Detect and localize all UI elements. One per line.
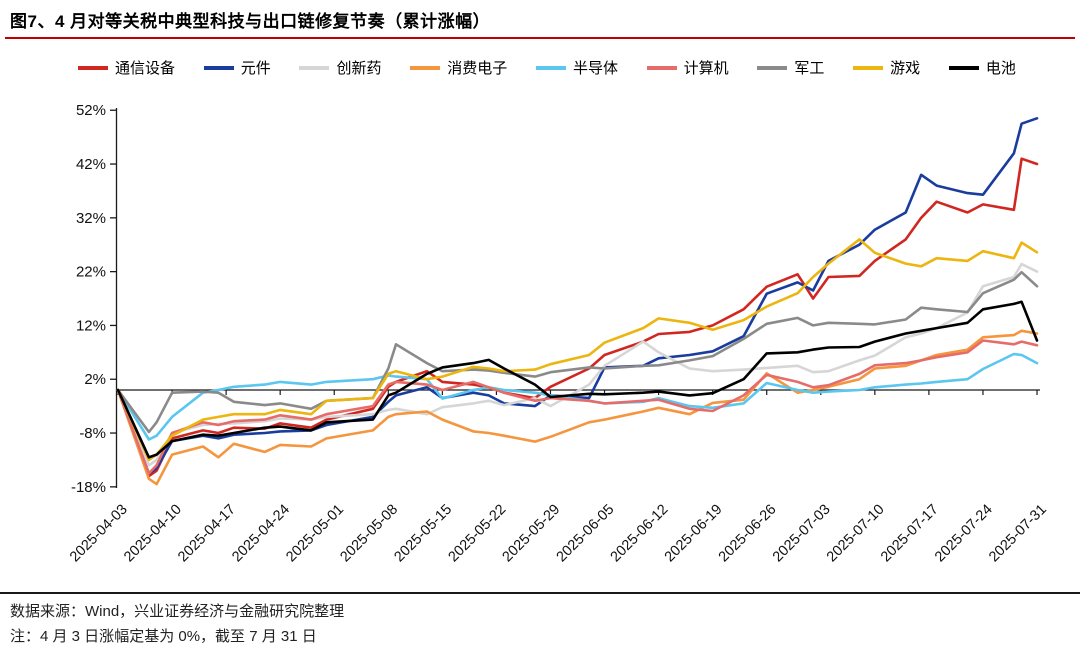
- legend-item-3: 消费电子: [410, 57, 507, 78]
- legend-swatch: [203, 65, 234, 70]
- legend-swatch: [78, 65, 108, 70]
- legend-label: 计算机: [683, 60, 729, 77]
- legend-swatch: [948, 65, 979, 70]
- x-tick-label: 2025-04-03: [67, 502, 131, 566]
- legend-swatch: [853, 65, 884, 70]
- legend-item-2: 创新药: [299, 57, 381, 78]
- x-tick-label: 2025-06-12: [608, 502, 672, 566]
- x-tick-label: 2025-05-08: [337, 502, 401, 566]
- y-tick-label: -8%: [79, 425, 106, 442]
- footer-divider: [0, 592, 1080, 594]
- x-tick-label: 2025-07-17: [878, 502, 942, 566]
- x-tick-label: 2025-04-10: [121, 502, 185, 566]
- x-tick-label: 2025-04-17: [175, 502, 239, 566]
- y-tick-label: -18%: [71, 479, 106, 496]
- x-tick-label: 2025-06-05: [554, 502, 618, 566]
- x-tick-label: 2025-06-19: [662, 502, 726, 566]
- legend-item-8: 电池: [948, 57, 1016, 78]
- series-line-4: [116, 352, 1039, 441]
- x-tick-label: 2025-06-26: [716, 502, 780, 566]
- x-tick-label: 2025-07-03: [770, 502, 834, 566]
- legend-item-1: 元件: [203, 57, 271, 78]
- x-tick-label: 2025-05-15: [391, 502, 455, 566]
- legend-label: 通信设备: [115, 60, 176, 77]
- plot-lines: [116, 117, 1039, 486]
- data-source-text: 数据来源：Wind，兴业证券经济与金融研究院整理: [10, 603, 345, 620]
- legend-swatch: [299, 65, 330, 70]
- y-tick-label: 52%: [76, 102, 106, 119]
- legend-label: 创新药: [336, 60, 382, 77]
- legend-label: 军工: [794, 60, 825, 77]
- series-line-7: [116, 238, 1039, 462]
- chart-legend: 通信设备 元件 创新药 消费电子 半导体 计算机 军工 游戏 电池: [78, 57, 1016, 78]
- legend-item-6: 军工: [757, 57, 824, 78]
- y-tick-label: 42%: [76, 156, 106, 173]
- x-tick-label: 2025-05-22: [445, 502, 509, 566]
- y-tick-label: 12%: [76, 317, 106, 334]
- x-tick-label: 2025-05-29: [500, 502, 564, 566]
- legend-swatch: [535, 65, 566, 70]
- legend-item-7: 游戏: [853, 57, 920, 78]
- legend-label: 电池: [985, 60, 1016, 77]
- series-line-5: [116, 339, 1039, 475]
- legend-label: 元件: [240, 60, 271, 77]
- series-line-6: [116, 270, 1039, 434]
- y-axis: 52% 42% 32% 22% 12% 2% -8% -18%: [71, 102, 118, 496]
- x-tick-label: 2025-07-10: [824, 502, 888, 566]
- title-underline: [5, 37, 1075, 39]
- x-tick-label: 2025-07-24: [932, 502, 996, 566]
- y-tick-label: 32%: [76, 210, 106, 227]
- legend-item-4: 半导体: [535, 57, 618, 78]
- y-tick-label: 2%: [84, 371, 106, 388]
- legend-item-0: 通信设备: [78, 57, 175, 78]
- footnote-text: 注：4 月 3 日涨幅定基为 0%，截至 7 月 31 日: [10, 628, 317, 645]
- legend-label: 消费电子: [447, 60, 508, 77]
- y-tick-label: 22%: [76, 264, 106, 281]
- legend-label: 半导体: [572, 60, 618, 77]
- legend-swatch: [757, 65, 788, 70]
- page-title: 图7、4 月对等关税中典型科技与出口链修复节奏（累计涨幅）: [10, 12, 491, 31]
- series-line-8: [116, 300, 1039, 459]
- legend-swatch: [410, 65, 441, 70]
- legend-swatch: [646, 65, 677, 70]
- legend-label: 游戏: [890, 60, 921, 77]
- x-tick-label: 2025-04-24: [229, 502, 293, 566]
- x-tick-label: 2025-05-01: [283, 502, 347, 566]
- x-tick-label: 2025-07-31: [986, 502, 1050, 566]
- series-line-3: [116, 329, 1039, 486]
- legend-item-5: 计算机: [646, 57, 729, 78]
